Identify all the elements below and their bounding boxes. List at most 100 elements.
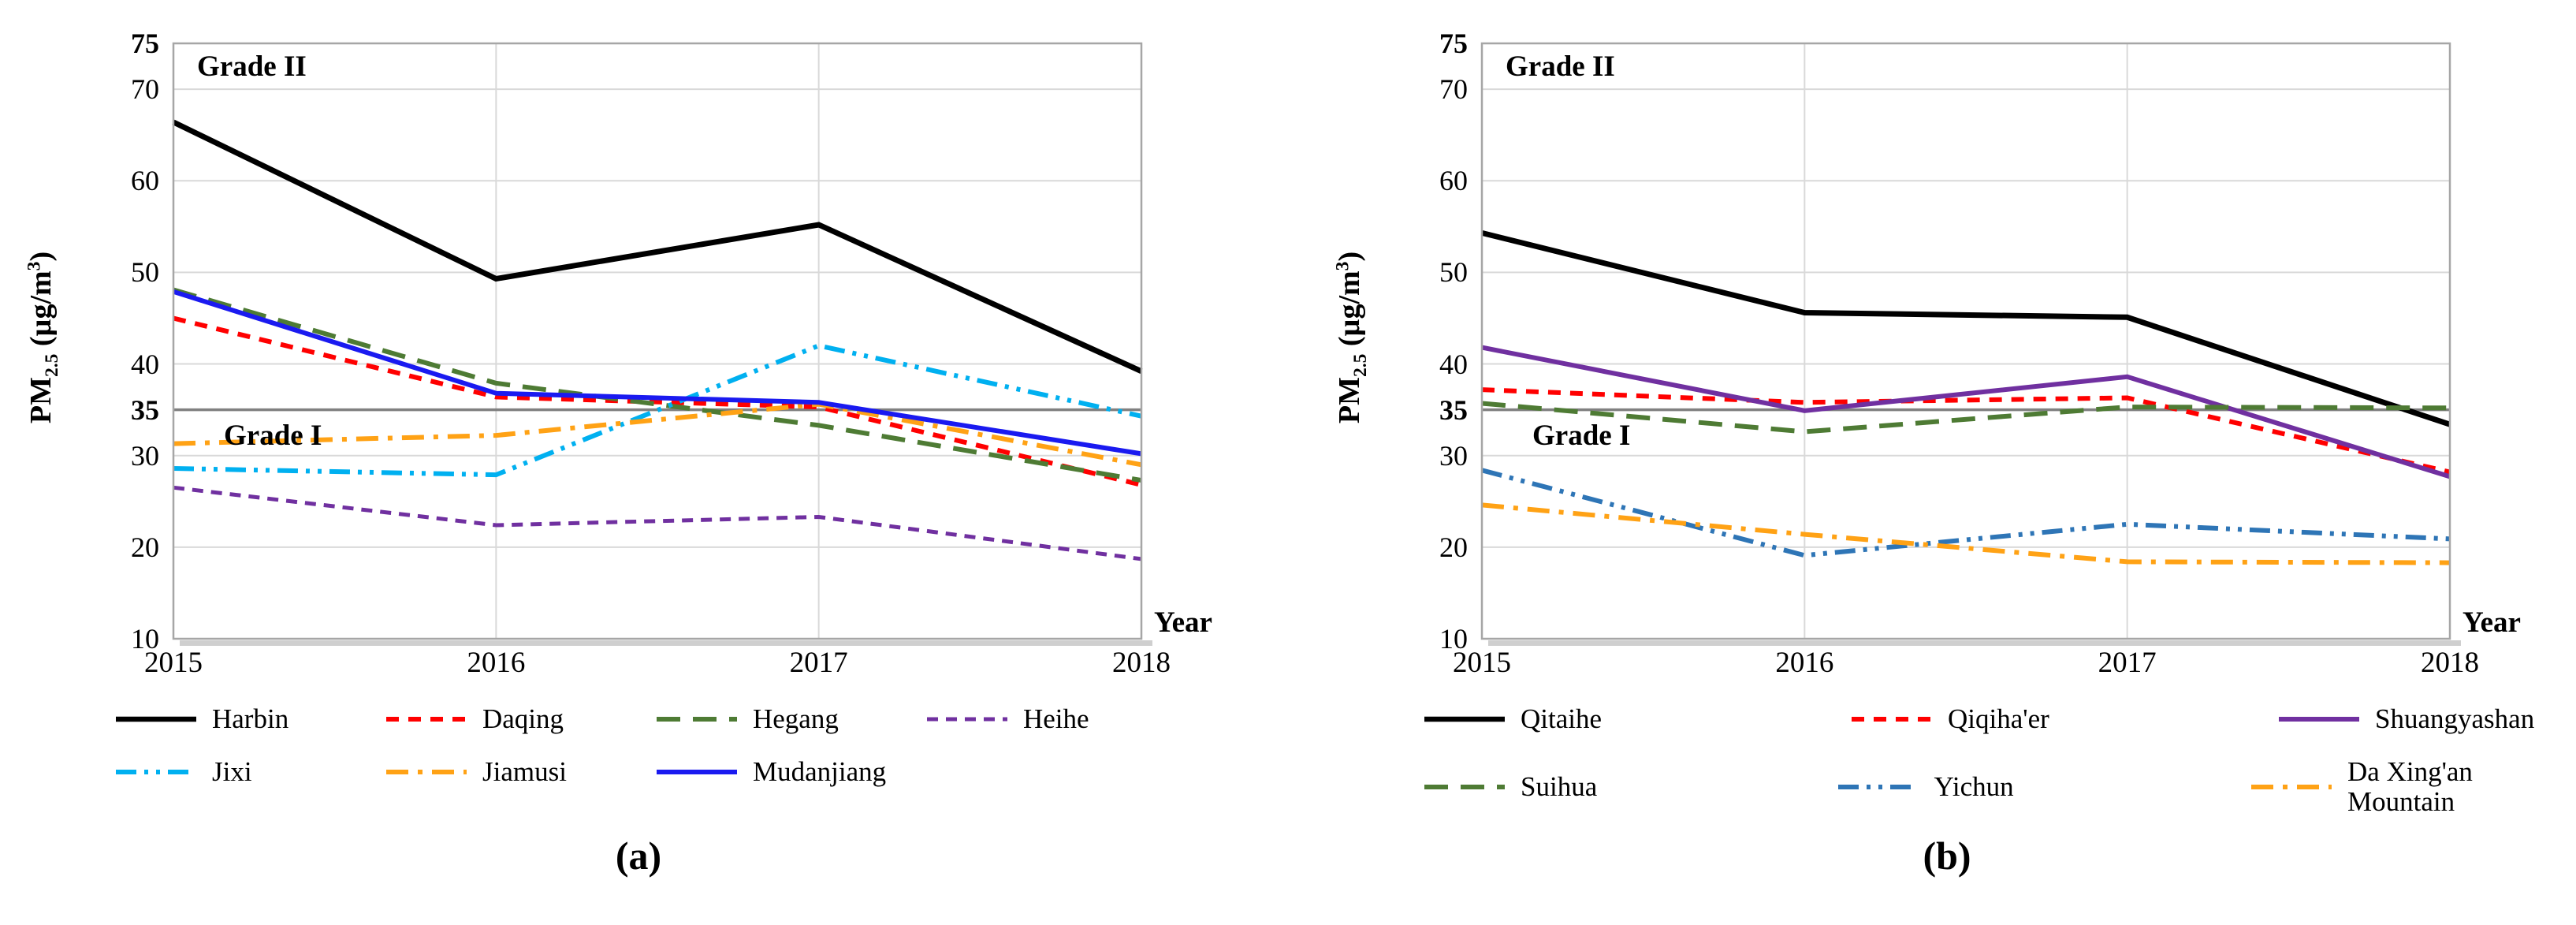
y-tick-label-75: 75 bbox=[1439, 28, 1468, 59]
series-line-da-xing-an-mountain bbox=[1481, 502, 2451, 565]
legend-item-yichun: Yichun bbox=[1837, 757, 2250, 818]
grade-ii-annotation: Grade II bbox=[197, 50, 307, 83]
x-axis-ticks: 2015 2016 2017 2018 bbox=[144, 647, 1171, 688]
x-axis-title: Year bbox=[2462, 606, 2521, 639]
x-tick-label-2018: 2018 bbox=[1112, 647, 1171, 679]
panel-a: PM2.5 (µg/m3) 75 70 60 50 40 35 30 20 10 Grade I… bbox=[0, 0, 1268, 925]
legend-label-daqing: Daqing bbox=[482, 703, 564, 734]
legend-swatch-daqing bbox=[386, 717, 467, 722]
chart-canvas bbox=[1480, 42, 2461, 646]
legend-item-jiamusi: Jiamusi bbox=[385, 755, 655, 788]
y-tick-label-50: 50 bbox=[1439, 256, 1468, 289]
y-tick-label-40: 40 bbox=[131, 348, 159, 380]
caption-a: (a) bbox=[615, 834, 662, 878]
chart-canvas bbox=[172, 42, 1152, 646]
axis-shadow bbox=[180, 640, 1152, 646]
grade-i-annotation: Grade I bbox=[1532, 420, 1631, 452]
legend-label-da-xing-an-mountain: Da Xing'an Mountain bbox=[2347, 755, 2473, 817]
legend-item-jixi: Jixi bbox=[114, 755, 385, 788]
legend: Harbin Daqing Hegang Heihe Jixi Jiamusi Mudanj… bbox=[114, 703, 1089, 788]
series-line-qiqiha-er bbox=[1481, 387, 2451, 475]
legend-swatch-qiqiha-er bbox=[1852, 717, 1932, 722]
panel-b: PM2.5 (µg/m3) 75 70 60 50 40 35 30 20 10 Grade I… bbox=[1308, 0, 2576, 925]
y-tick-label-20: 20 bbox=[131, 531, 159, 563]
series-line-suihua bbox=[1481, 401, 2451, 435]
x-tick-label-2018: 2018 bbox=[2421, 647, 2479, 679]
legend-label-harbin: Harbin bbox=[212, 703, 289, 734]
legend-item-qiqiha-er: Qiqiha'er bbox=[1850, 703, 2277, 735]
x-tick-label-2017: 2017 bbox=[789, 647, 848, 679]
legend-item-harbin: Harbin bbox=[114, 703, 385, 735]
legend-swatch-yichun bbox=[1837, 785, 1919, 789]
y-axis-ticks: 75 70 60 50 40 35 30 20 10 bbox=[1308, 29, 1468, 653]
plot-border bbox=[172, 42, 1143, 640]
legend-swatch-mudanjiang bbox=[657, 769, 737, 774]
legend-swatch-qitaihe bbox=[1424, 717, 1505, 722]
y-tick-label-60: 60 bbox=[1439, 165, 1468, 197]
legend-item-heihe: Heihe bbox=[925, 703, 1089, 735]
legend-swatch-jixi bbox=[116, 769, 196, 774]
series-line-jixi bbox=[173, 343, 1142, 478]
legend-item-qitaihe: Qitaihe bbox=[1423, 703, 1850, 735]
y-tick-label-70: 70 bbox=[131, 73, 159, 106]
legend-item-da-xing-an-mountain: Da Xing'an Mountain bbox=[2250, 755, 2576, 818]
x-tick-label-2015: 2015 bbox=[144, 647, 203, 679]
series-line-harbin bbox=[172, 119, 1143, 374]
legend-label-jiamusi: Jiamusi bbox=[482, 755, 567, 787]
plot-border bbox=[1480, 42, 2451, 640]
legend-label-jixi: Jixi bbox=[212, 755, 252, 787]
legend-swatch-hegang bbox=[657, 717, 737, 722]
legend-label-qiqiha-er: Qiqiha'er bbox=[1948, 703, 2049, 734]
y-tick-label-10: 10 bbox=[1439, 623, 1468, 655]
legend-label-shuangyashan: Shuangyashan bbox=[2375, 703, 2535, 734]
y-tick-label-60: 60 bbox=[131, 165, 159, 197]
legend: Qitaihe Qiqiha'er Shuangyashan Suihua Yichun… bbox=[1423, 703, 2576, 818]
x-tick-label-2017: 2017 bbox=[2098, 647, 2157, 679]
y-axis-ticks: 75 70 60 50 40 35 30 20 10 bbox=[0, 29, 159, 653]
x-tick-label-2016: 2016 bbox=[1775, 647, 1834, 679]
y-tick-label-40: 40 bbox=[1439, 348, 1468, 380]
legend-row-2: Suihua Yichun Da Xing'an Mountain bbox=[1423, 755, 2576, 818]
legend-row-1: Harbin Daqing Hegang Heihe bbox=[114, 703, 1089, 735]
series-line-daqing bbox=[173, 315, 1142, 487]
series-line-shuangyashan bbox=[1481, 345, 2451, 479]
legend-item-hegang: Hegang bbox=[655, 703, 925, 735]
series-line-hegang bbox=[173, 287, 1142, 483]
series-line-jiamusi bbox=[173, 401, 1142, 468]
legend-item-mudanjiang: Mudanjiang bbox=[655, 755, 887, 788]
legend-label-mudanjiang: Mudanjiang bbox=[753, 755, 887, 787]
legend-swatch-heihe bbox=[927, 717, 1007, 722]
y-tick-label-30: 30 bbox=[131, 439, 159, 472]
legend-label-hegang: Hegang bbox=[753, 703, 839, 734]
legend-label-yichun: Yichun bbox=[1934, 770, 2014, 802]
grade-ii-annotation: Grade II bbox=[1506, 50, 1615, 83]
y-tick-label-75: 75 bbox=[131, 28, 159, 59]
legend-label-suihua: Suihua bbox=[1521, 770, 1598, 802]
y-tick-label-30: 30 bbox=[1439, 439, 1468, 472]
legend-row-2: Jixi Jiamusi Mudanjiang bbox=[114, 755, 1089, 788]
series-line-heihe bbox=[173, 485, 1142, 561]
legend-swatch-shuangyashan bbox=[2279, 717, 2359, 722]
x-tick-label-2015: 2015 bbox=[1453, 647, 1511, 679]
series-line-qitaihe bbox=[1481, 230, 2451, 427]
y-tick-label-20: 20 bbox=[1439, 531, 1468, 563]
caption-b: (b) bbox=[1923, 834, 1971, 878]
plot-area: Grade II Grade I bbox=[1480, 42, 2461, 646]
series-line-mudanjiang bbox=[173, 289, 1142, 457]
legend-label-heihe: Heihe bbox=[1023, 703, 1089, 734]
y-tick-label-35: 35 bbox=[131, 393, 159, 426]
legend-item-shuangyashan: Shuangyashan bbox=[2277, 703, 2535, 735]
y-tick-label-50: 50 bbox=[131, 256, 159, 289]
legend-item-daqing: Daqing bbox=[385, 703, 655, 735]
legend-item-suihua: Suihua bbox=[1423, 757, 1837, 818]
legend-swatch-jiamusi bbox=[386, 769, 467, 774]
axis-shadow bbox=[1488, 640, 2461, 646]
legend-swatch-harbin bbox=[116, 717, 196, 722]
legend-label-qitaihe: Qitaihe bbox=[1521, 703, 1603, 734]
x-axis-ticks: 2015 2016 2017 2018 bbox=[1453, 647, 2479, 688]
x-axis-title: Year bbox=[1154, 606, 1212, 639]
plot-area: Grade II Grade I bbox=[172, 42, 1152, 646]
legend-row-1: Qitaihe Qiqiha'er Shuangyashan bbox=[1423, 703, 2576, 735]
grade-i-annotation: Grade I bbox=[224, 420, 322, 452]
